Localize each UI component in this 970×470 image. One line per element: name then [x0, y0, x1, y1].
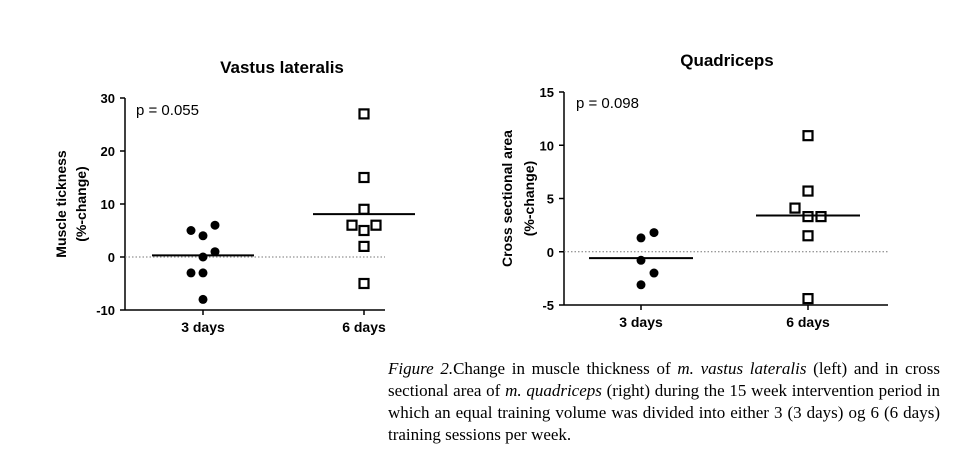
chart1-data-point-open-square [358, 203, 370, 215]
chart2-y-tick-label: 5 [547, 192, 554, 207]
chart2-data-point-open-square [815, 211, 827, 223]
chart2-y-tick-label: 10 [540, 138, 554, 153]
chart1-data-point-filled-circle [198, 252, 208, 262]
chart1-data-point-open-square [346, 219, 358, 231]
chart1-data-point-filled-circle [198, 294, 208, 304]
chart1-data-point-open-square [358, 171, 370, 184]
chart2-data-point-filled-circle [636, 255, 646, 265]
chart1-y-axis-label-line2: (%-change) [73, 166, 89, 241]
chart1-data-point-filled-circle [210, 220, 220, 230]
chart2-p-value-label: p = 0.098 [576, 95, 639, 112]
chart1-y-tick-label: 20 [101, 144, 115, 159]
chart1-data-point-filled-circle [198, 268, 208, 278]
chart1-data-point-open-square [358, 240, 370, 252]
chart2-data-point-filled-circle [649, 268, 659, 278]
chart1-data-point-filled-circle [186, 226, 196, 235]
chart1-y-tick-label: -10 [96, 303, 115, 318]
caption-term-2: m. quadriceps [505, 381, 602, 400]
chart1-x-category-label: 3 days [181, 319, 225, 335]
chart2-data-point-open-square [802, 293, 814, 305]
caption-text-1: Change in muscle thickness of [453, 359, 678, 378]
chart1-y-axis-label-line1: Muscle tickness [53, 150, 69, 258]
chart2-y-axis-label-line1: Cross sectional area [499, 130, 515, 267]
chart2-data-point-open-square [802, 185, 814, 197]
chart1-data-point-open-square [358, 108, 370, 120]
chart2-y-tick-label: 0 [547, 245, 554, 260]
caption-term-1: m. vastus lateralis [677, 359, 807, 378]
chart2-data-point-open-square [802, 230, 814, 242]
chart2-y-axis-label-line2: (%-change) [521, 161, 537, 236]
chart2-x-category-label: 3 days [619, 314, 663, 330]
chart2-title: Quadriceps [680, 51, 774, 70]
chart1-data-point-open-square [358, 224, 370, 237]
caption-figure-label: Figure 2. [388, 359, 454, 378]
chart1-data-point-open-square [358, 277, 370, 290]
chart1-x-category-label: 6 days [342, 319, 386, 335]
chart1-data-point-filled-circle [210, 247, 220, 257]
chart2-data-point-filled-circle [649, 228, 659, 238]
chart2-data-point-open-square [802, 130, 814, 142]
chart2-y-tick-label: -5 [542, 298, 554, 313]
chart2-y-tick-label: 15 [540, 85, 554, 100]
caption-text-3: (right) during the 15 week intervention … [388, 381, 940, 444]
chart1-y-tick-label: 0 [108, 250, 115, 265]
chart1-p-value-label: p = 0.055 [136, 102, 199, 119]
chart2-data-point-open-square [802, 211, 814, 223]
chart1-data-point-filled-circle [186, 268, 196, 278]
chart2-data-point-filled-circle [636, 233, 646, 243]
chart1-y-tick-label: 10 [101, 197, 115, 212]
chart1-y-tick-label: 30 [101, 91, 115, 106]
figure-caption: Figure 2.Change in muscle thickness of m… [388, 358, 940, 446]
chart1-title: Vastus lateralis [220, 58, 344, 77]
chart2-x-category-label: 6 days [786, 314, 830, 330]
caption-text-2: (left) and in cross sectional area of [388, 359, 940, 400]
chart1-data-point-open-square [370, 219, 382, 231]
chart2-data-point-open-square [789, 202, 801, 214]
chart1-data-point-filled-circle [198, 231, 208, 241]
chart2-data-point-filled-circle [636, 280, 646, 290]
